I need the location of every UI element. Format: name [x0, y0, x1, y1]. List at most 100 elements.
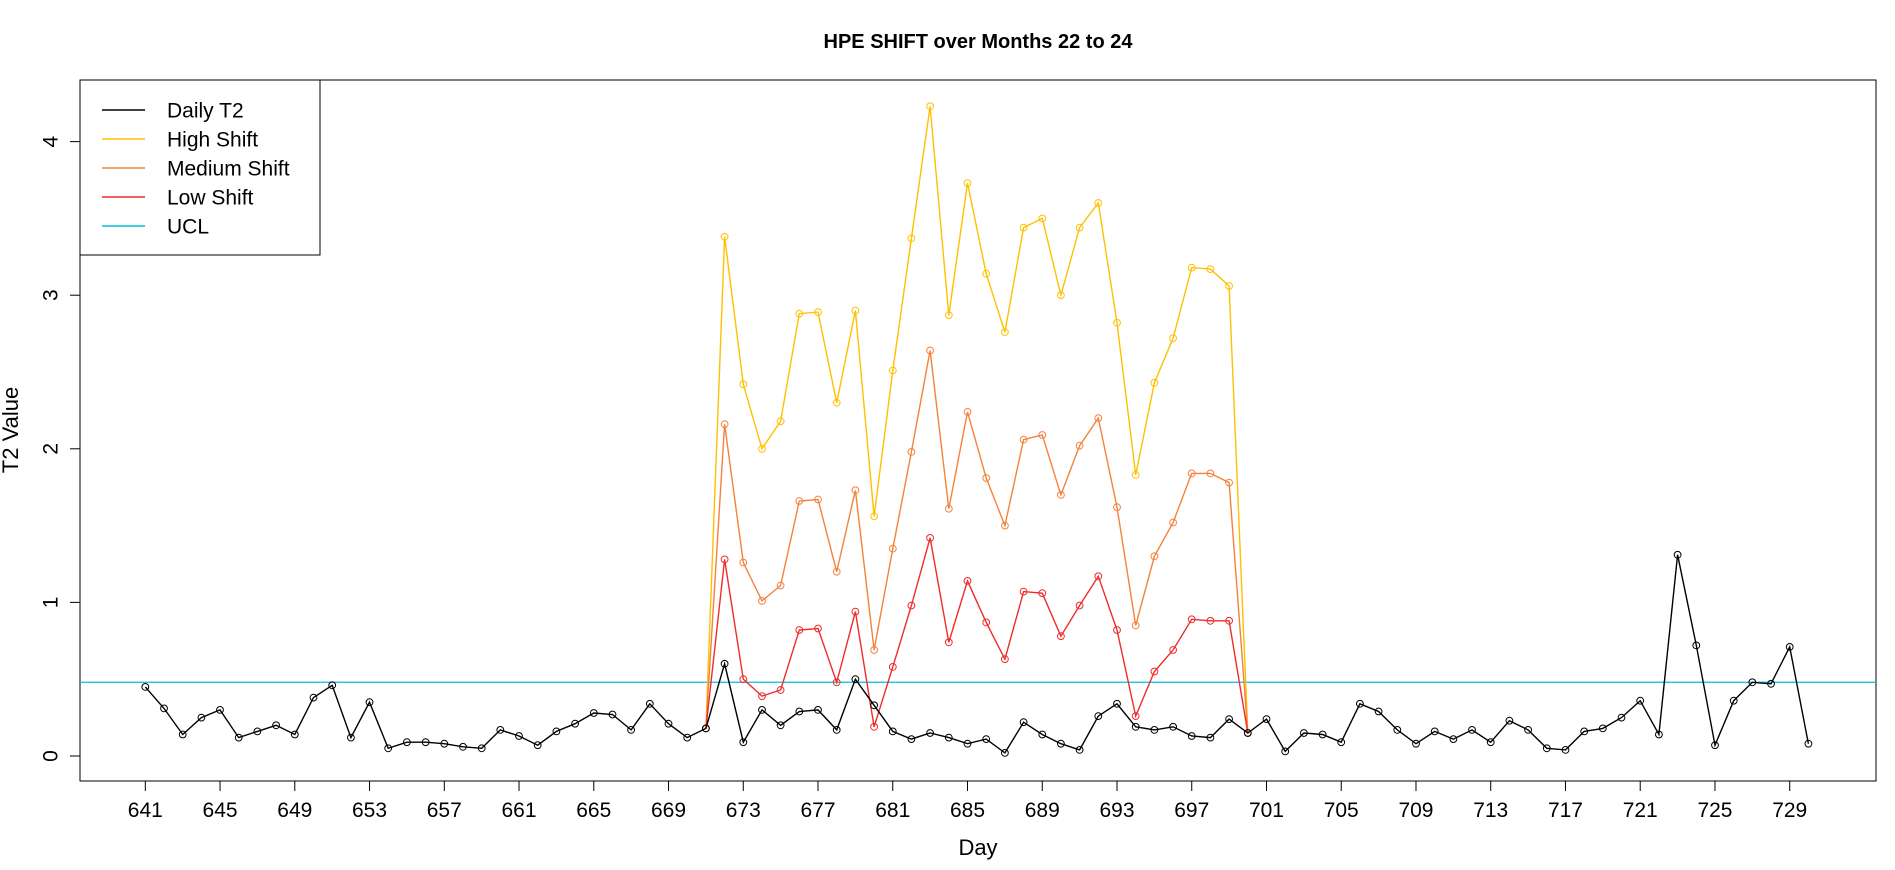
daily-t2-point	[1038, 730, 1047, 739]
x-tick-label: 661	[502, 799, 537, 822]
medium-shift-point	[1019, 435, 1028, 444]
x-tick-label: 693	[1099, 799, 1134, 822]
medium-shift-point	[1113, 503, 1121, 512]
low-shift-point	[1038, 589, 1047, 598]
daily-t2-point	[1486, 738, 1495, 747]
daily-t2-point	[720, 659, 729, 668]
daily-t2-point	[178, 730, 187, 739]
medium-shift-point	[963, 408, 972, 416]
low-shift-point	[1206, 616, 1215, 625]
low-shift-point	[776, 686, 785, 694]
low-shift-point	[870, 722, 878, 731]
medium-shift-point	[870, 646, 878, 654]
daily-t2-point	[1337, 738, 1346, 747]
low-shift-point	[1225, 616, 1233, 625]
high-shift-point	[982, 269, 991, 278]
x-tick-label: 701	[1249, 799, 1284, 822]
medium-shift-point	[739, 558, 748, 567]
daily-t2-point	[1374, 707, 1383, 716]
daily-t2-point	[645, 699, 654, 708]
daily-t2-point	[944, 733, 953, 742]
daily-t2-point	[290, 730, 299, 739]
legend-label: Medium Shift	[167, 157, 290, 180]
high-shift-point	[776, 417, 785, 426]
x-tick-label: 673	[726, 799, 761, 822]
low-shift-point	[963, 577, 972, 585]
high-shift-point	[1187, 263, 1196, 272]
medium-shift-point	[758, 597, 766, 605]
daily-t2-point	[1430, 727, 1439, 736]
high-shift-point	[963, 179, 972, 188]
medium-shift-point	[888, 544, 897, 553]
daily-t2-point	[1692, 641, 1701, 650]
medium-shift-point	[982, 474, 991, 482]
low-shift-point	[1131, 712, 1140, 720]
x-tick-label: 645	[203, 799, 238, 822]
low-shift-point	[1150, 667, 1159, 676]
y-axis-label: T2 Value	[0, 387, 23, 473]
low-shift-series	[702, 534, 1252, 737]
daily-t2-series	[141, 550, 1813, 757]
x-tick-label: 709	[1398, 799, 1433, 822]
medium-shift-point	[1206, 469, 1215, 478]
daily-t2-point	[1449, 735, 1458, 743]
daily-t2-point	[1711, 741, 1719, 750]
daily-t2-point	[1206, 733, 1215, 742]
high-shift-point	[814, 308, 822, 317]
medium-shift-point	[1001, 521, 1009, 530]
daily-t2-point	[851, 675, 860, 684]
legend-label: UCL	[167, 215, 209, 238]
daily-t2-point	[1225, 715, 1233, 723]
daily-t2-point	[1393, 726, 1402, 734]
daily-t2-point	[1785, 643, 1794, 651]
x-tick-label: 677	[800, 799, 835, 822]
high-shift-point	[832, 398, 841, 407]
daily-t2-point	[702, 724, 710, 733]
medium-shift-point	[1038, 431, 1047, 439]
daily-t2-point	[552, 727, 561, 736]
daily-t2-point	[1748, 678, 1757, 687]
daily-t2-point	[328, 681, 337, 690]
high-shift-point	[1225, 282, 1233, 290]
low-shift-point	[1113, 626, 1121, 634]
medium-shift-point	[926, 346, 934, 355]
x-tick-label: 641	[128, 799, 163, 822]
x-tick-label: 681	[875, 799, 910, 822]
daily-t2-point	[197, 713, 206, 722]
high-shift-point	[907, 234, 916, 243]
daily-t2-point	[739, 738, 748, 747]
daily-t2-point	[1542, 744, 1551, 753]
low-shift-point	[1187, 615, 1196, 624]
y-tick-label: 1	[39, 597, 62, 609]
daily-t2-point	[1131, 722, 1140, 731]
daily-t2-point	[1617, 713, 1626, 722]
x-axis: 641 645 649 653 657 661 665 669 673 677 681 685 689 6…	[128, 780, 1807, 822]
legend-label: Low Shift	[167, 186, 254, 209]
daily-t2-point	[1580, 727, 1589, 736]
x-tick-label: 705	[1324, 799, 1359, 822]
x-tick-label: 653	[352, 799, 387, 822]
daily-t2-point	[1094, 712, 1103, 720]
daily-t2-point	[1598, 724, 1607, 733]
daily-t2-point	[234, 733, 243, 742]
low-shift-point	[739, 675, 748, 684]
medium-shift-point	[776, 581, 785, 590]
daily-t2-point	[870, 701, 878, 710]
y-tick-label: 0	[39, 750, 62, 762]
daily-t2-point	[1150, 726, 1159, 734]
daily-t2-point	[1636, 696, 1645, 705]
daily-t2-point	[795, 707, 804, 716]
daily-t2-point	[1561, 746, 1570, 754]
medium-shift-point	[851, 486, 860, 495]
medium-shift-series	[702, 346, 1252, 737]
low-shift-point	[1019, 587, 1028, 596]
daily-t2-point	[459, 742, 467, 751]
medium-shift-point	[1094, 414, 1103, 423]
high-shift-point	[1094, 199, 1103, 207]
high-shift-point	[758, 444, 766, 453]
x-tick-label: 713	[1473, 799, 1508, 822]
daily-t2-point	[1767, 679, 1775, 688]
high-shift-point	[888, 366, 897, 375]
low-shift-point	[926, 534, 934, 542]
